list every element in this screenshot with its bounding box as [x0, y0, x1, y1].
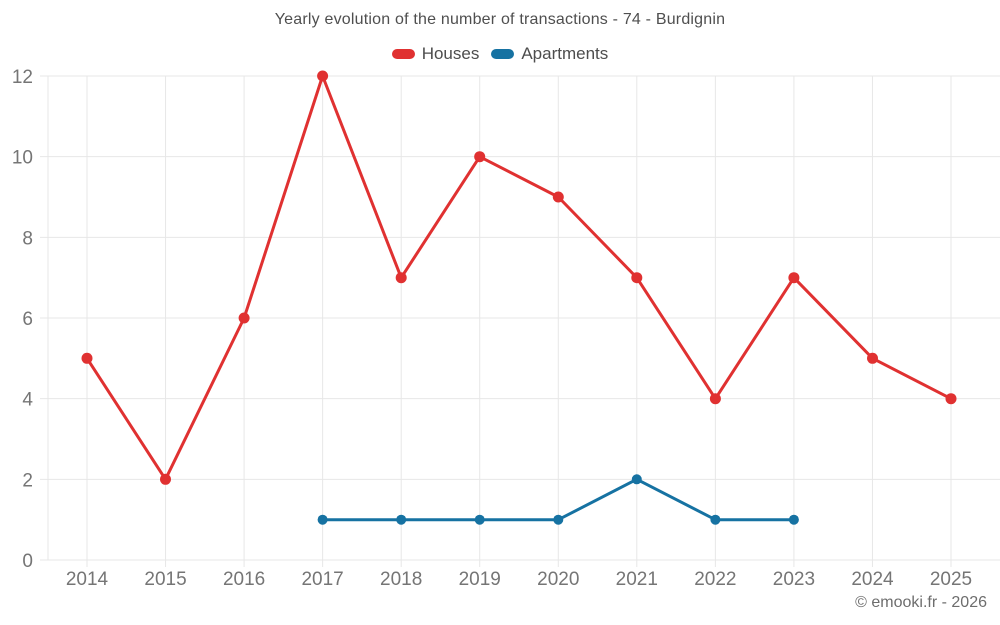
x-axis-tick-label: 2021 [616, 569, 658, 590]
data-point-apartments[interactable] [631, 474, 642, 485]
x-axis-tick-label: 2025 [930, 569, 972, 590]
data-point-apartments[interactable] [474, 514, 485, 525]
legend: Houses Apartments [0, 44, 1000, 64]
legend-item-houses[interactable]: Houses [391, 44, 480, 64]
legend-swatch-houses-icon [391, 49, 415, 59]
credit-text: © emooki.fr - 2026 [855, 594, 987, 611]
data-point-houses[interactable] [788, 272, 800, 284]
y-axis-tick-label: 6 [22, 309, 33, 330]
legend-item-apartments[interactable]: Apartments [491, 44, 608, 64]
data-point-apartments[interactable] [396, 514, 407, 525]
data-point-houses[interactable] [317, 70, 329, 82]
data-point-houses[interactable] [867, 352, 878, 364]
y-axis-tick-label: 0 [22, 551, 33, 572]
data-point-apartments[interactable] [788, 514, 799, 525]
data-point-houses[interactable] [238, 312, 250, 324]
x-axis-tick-label: 2024 [851, 569, 894, 590]
data-point-houses[interactable] [81, 352, 93, 364]
y-axis-tick-label: 8 [22, 228, 33, 249]
x-axis-tick-label: 2019 [459, 569, 501, 590]
legend-swatch-apartments-icon [491, 49, 515, 59]
data-point-houses[interactable] [631, 272, 643, 284]
data-point-houses[interactable] [395, 272, 407, 284]
data-point-houses[interactable] [160, 473, 171, 485]
chart-title: Yearly evolution of the number of transa… [274, 11, 726, 28]
x-axis-tick-label: 2020 [537, 569, 579, 590]
x-axis-tick-label: 2022 [694, 569, 736, 590]
legend-label-apartments: Apartments [521, 44, 609, 63]
y-axis-tick-label: 4 [22, 390, 33, 411]
x-axis-tick-label: 2017 [301, 569, 343, 590]
x-axis-tick-label: 2016 [223, 569, 265, 590]
x-axis-tick-label: 2018 [380, 569, 422, 590]
x-axis-tick-label: 2015 [144, 569, 186, 590]
data-point-apartments[interactable] [553, 514, 564, 525]
data-point-apartments[interactable] [710, 514, 721, 525]
y-axis-tick-label: 10 [12, 148, 33, 169]
data-point-houses[interactable] [474, 151, 486, 163]
y-axis-tick-label: 2 [22, 470, 33, 491]
y-axis-tick-label: 12 [12, 67, 33, 88]
data-point-houses[interactable] [945, 393, 957, 405]
data-point-houses[interactable] [709, 393, 721, 405]
data-point-houses[interactable] [552, 191, 564, 203]
data-point-apartments[interactable] [317, 514, 328, 525]
series-line-houses [85, 74, 953, 481]
legend-label-houses: Houses [421, 44, 480, 63]
x-axis-tick-label: 2014 [66, 569, 109, 590]
x-axis-tick-label: 2023 [773, 569, 815, 590]
